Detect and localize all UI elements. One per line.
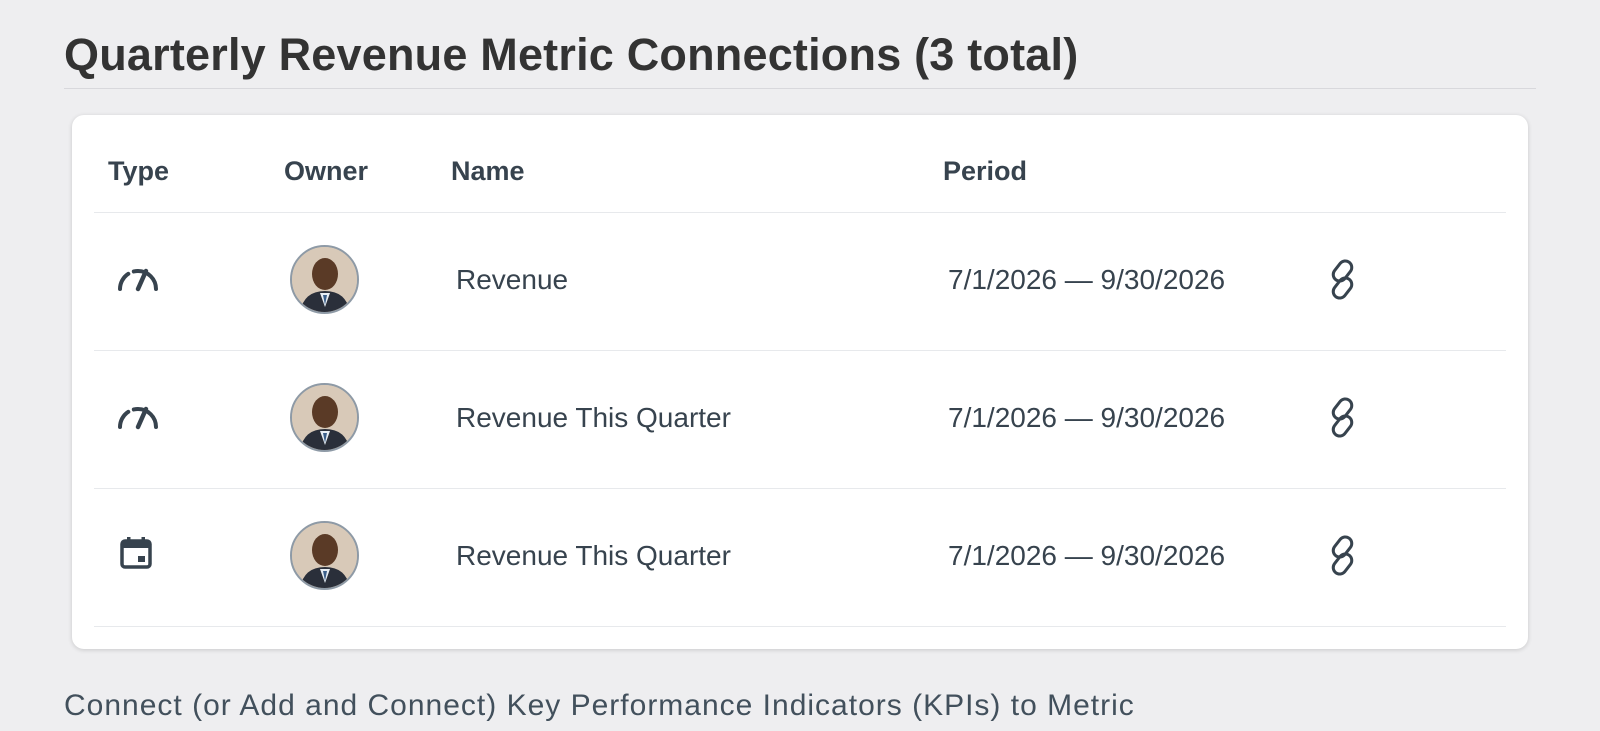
- table-row: Revenue 7/1/2026 — 9/30/2026: [94, 213, 1506, 351]
- link-icon[interactable]: [1322, 395, 1366, 441]
- table-row: Revenue This Quarter 7/1/2026 — 9/30/202…: [94, 489, 1506, 627]
- connections-table-card: Type Owner Name Period Revenue 7/1/2026 …: [72, 115, 1528, 649]
- table-header-row: Type Owner Name Period: [94, 115, 1506, 213]
- kpi-name: Revenue This Quarter: [456, 402, 731, 433]
- column-header-name: Name: [451, 156, 525, 186]
- kpi-period: 7/1/2026 — 9/30/2026: [948, 402, 1226, 433]
- owner-avatar: [290, 245, 359, 314]
- title-divider: [64, 88, 1536, 89]
- kpi-period: 7/1/2026 — 9/30/2026: [948, 264, 1226, 295]
- column-header-type: Type: [108, 156, 170, 186]
- column-header-owner: Owner: [284, 156, 369, 186]
- owner-avatar: [290, 521, 359, 590]
- kpi-name: Revenue This Quarter: [456, 540, 731, 571]
- table-row: Revenue This Quarter 7/1/2026 — 9/30/202…: [94, 351, 1506, 489]
- kpi-name: Revenue: [456, 264, 569, 295]
- owner-avatar: [290, 383, 359, 452]
- page-title: Quarterly Revenue Metric Connections (3 …: [64, 29, 1079, 80]
- column-header-period: Period: [943, 156, 1028, 186]
- kpi-period: 7/1/2026 — 9/30/2026: [948, 540, 1226, 571]
- link-icon[interactable]: [1322, 257, 1366, 303]
- section-subtitle: Connect (or Add and Connect) Key Perform…: [64, 689, 1135, 722]
- speedometer-icon: [116, 397, 160, 437]
- speedometer-icon: [116, 259, 160, 299]
- calendar-icon: [116, 535, 160, 575]
- link-icon[interactable]: [1322, 533, 1366, 579]
